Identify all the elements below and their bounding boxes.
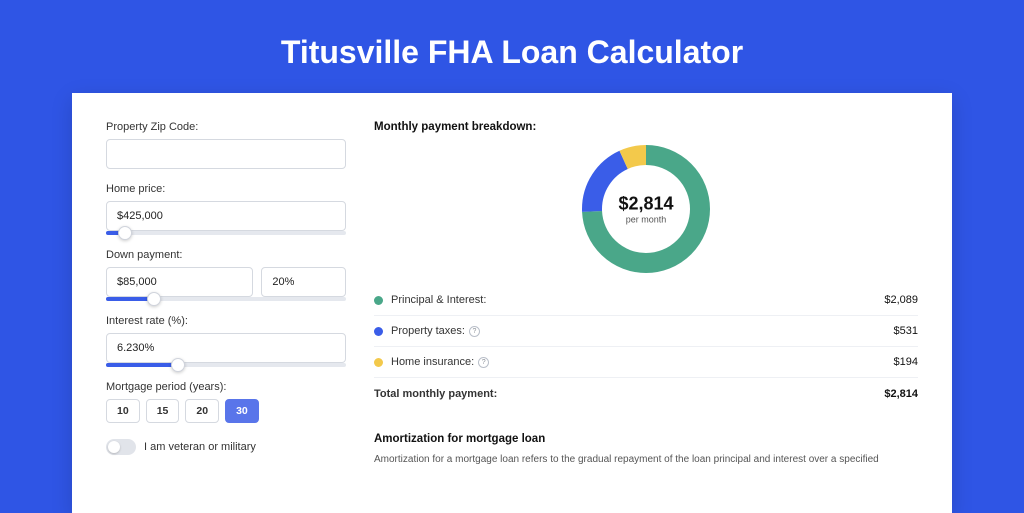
zip-label: Property Zip Code: xyxy=(106,121,346,133)
down-payment-group: Down payment: xyxy=(106,249,346,301)
breakdown-row-insurance: Home insurance: ? $194 xyxy=(374,347,918,378)
zip-group: Property Zip Code: xyxy=(106,121,346,169)
info-icon[interactable]: ? xyxy=(469,326,480,337)
breakdown-heading: Monthly payment breakdown: xyxy=(374,121,918,133)
swatch-principal xyxy=(374,296,383,305)
form-panel: Property Zip Code: Home price: Down paym… xyxy=(106,121,346,513)
breakdown-rows: Principal & Interest: $2,089 Property ta… xyxy=(374,285,918,409)
period-option-15[interactable]: 15 xyxy=(146,399,180,423)
row-label-insurance: Home insurance: ? xyxy=(391,356,894,368)
row-label-total: Total monthly payment: xyxy=(374,388,884,400)
row-label-taxes: Property taxes: ? xyxy=(391,325,894,337)
home-price-input[interactable] xyxy=(106,201,346,231)
interest-group: Interest rate (%): xyxy=(106,315,346,367)
period-option-20[interactable]: 20 xyxy=(185,399,219,423)
zip-input[interactable] xyxy=(106,139,346,169)
veteran-label: I am veteran or military xyxy=(144,441,256,453)
row-value-principal: $2,089 xyxy=(884,294,918,306)
period-group: Mortgage period (years): 10 15 20 30 xyxy=(106,381,346,423)
home-price-slider-thumb[interactable] xyxy=(118,226,132,240)
interest-slider[interactable] xyxy=(106,363,346,367)
amortization-body: Amortization for a mortgage loan refers … xyxy=(374,453,918,467)
breakdown-row-taxes: Property taxes: ? $531 xyxy=(374,316,918,347)
veteran-row: I am veteran or military xyxy=(106,439,346,455)
down-payment-input[interactable] xyxy=(106,267,253,297)
period-label: Mortgage period (years): xyxy=(106,381,346,393)
down-payment-label: Down payment: xyxy=(106,249,346,261)
row-value-total: $2,814 xyxy=(884,388,918,400)
donut-center-label: $2,814 per month xyxy=(618,194,673,225)
period-options: 10 15 20 30 xyxy=(106,399,346,423)
page-title: Titusville FHA Loan Calculator xyxy=(0,0,1024,93)
period-option-10[interactable]: 10 xyxy=(106,399,140,423)
amortization-title: Amortization for mortgage loan xyxy=(374,433,918,445)
down-payment-slider-thumb[interactable] xyxy=(147,292,161,306)
donut-sub: per month xyxy=(618,215,673,225)
swatch-taxes xyxy=(374,327,383,336)
period-option-30[interactable]: 30 xyxy=(225,399,259,423)
interest-slider-thumb[interactable] xyxy=(171,358,185,372)
breakdown-panel: Monthly payment breakdown: $2,814 per mo… xyxy=(374,121,918,513)
breakdown-row-principal: Principal & Interest: $2,089 xyxy=(374,285,918,316)
interest-input[interactable] xyxy=(106,333,346,363)
down-payment-slider[interactable] xyxy=(106,297,346,301)
home-price-label: Home price: xyxy=(106,183,346,195)
donut-chart-wrap: $2,814 per month xyxy=(374,141,918,285)
donut-amount: $2,814 xyxy=(618,194,673,215)
row-value-insurance: $194 xyxy=(894,356,918,368)
swatch-insurance xyxy=(374,358,383,367)
home-price-group: Home price: xyxy=(106,183,346,235)
row-label-principal: Principal & Interest: xyxy=(391,294,884,306)
interest-label: Interest rate (%): xyxy=(106,315,346,327)
down-payment-pct-input[interactable] xyxy=(261,267,346,297)
breakdown-row-total: Total monthly payment: $2,814 xyxy=(374,378,918,409)
home-price-slider[interactable] xyxy=(106,231,346,235)
info-icon[interactable]: ? xyxy=(478,357,489,368)
row-value-taxes: $531 xyxy=(894,325,918,337)
calculator-card: Property Zip Code: Home price: Down paym… xyxy=(72,93,952,513)
veteran-toggle[interactable] xyxy=(106,439,136,455)
